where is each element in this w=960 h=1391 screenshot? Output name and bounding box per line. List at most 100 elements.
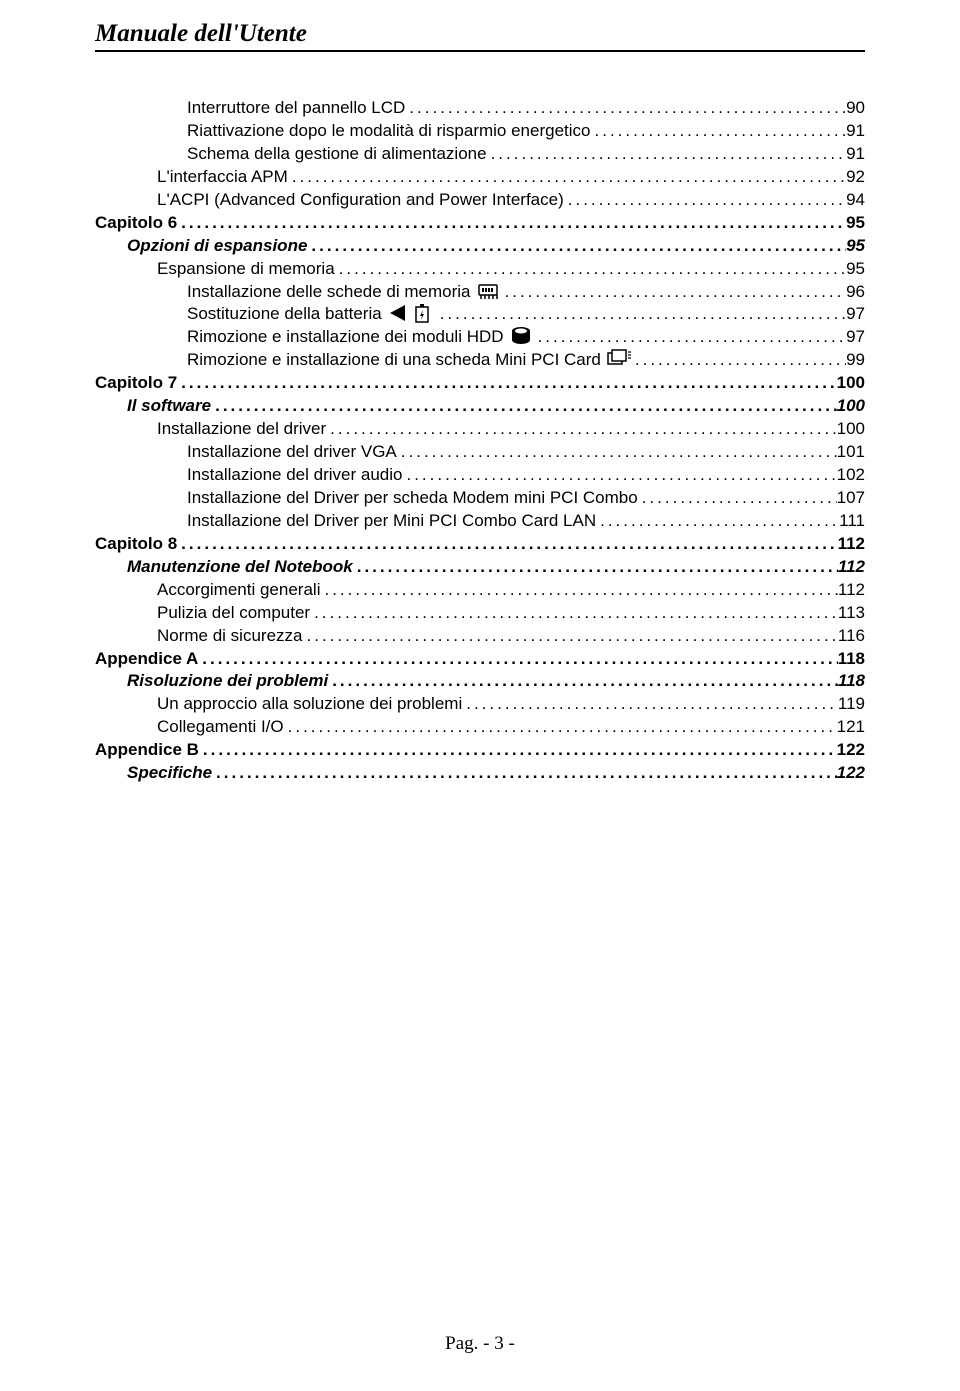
toc-entry: Rimozione e installazione di una scheda … [187, 349, 865, 372]
hdd-icon [510, 326, 534, 346]
toc-entry: Installazione del driver audio102 [187, 464, 865, 487]
toc-entry: Risoluzione dei problemi 118 [127, 670, 865, 693]
toc-leader [534, 326, 847, 349]
toc-label: L'ACPI (Advanced Configuration and Power… [157, 189, 564, 212]
toc-entry: Installazione del Driver per scheda Mode… [187, 487, 865, 510]
toc-label: Installazione delle schede di memoria [187, 281, 471, 304]
toc-label: Accorgimenti generali [157, 579, 320, 602]
toc-page: 113 [838, 602, 865, 625]
toc-page: 118 [838, 670, 865, 693]
pci-icon [607, 349, 631, 369]
toc-label: Appendice B [95, 739, 199, 762]
toc-page: 92 [846, 166, 865, 189]
toc-entry: Accorgimenti generali 112 [157, 579, 865, 602]
toc-page: 91 [846, 120, 865, 143]
toc-entry: Un approccio alla soluzione dei problemi… [157, 693, 865, 716]
footer-prefix: Pag. [445, 1333, 478, 1354]
toc-entry: Sostituzione della batteria 97 [187, 303, 865, 326]
page-footer: Pag. - 3 - [0, 1333, 960, 1355]
toc-entry: Espansione di memoria 95 [157, 258, 865, 281]
toc-entry: Interruttore del pannello LCD 90 [187, 97, 865, 120]
toc-page: 116 [838, 625, 865, 648]
toc-entry: Appendice A118 [95, 648, 865, 671]
toc-page: 100 [837, 418, 865, 441]
toc-label: Capitolo 7 [95, 372, 177, 395]
toc-leader [177, 212, 846, 235]
toc-entry: Specifiche122 [127, 762, 865, 785]
toc-page: 97 [846, 326, 865, 349]
toc-label: Sostituzione della batteria [187, 303, 382, 326]
footer-number: - 3 - [478, 1333, 514, 1354]
toc-page: 97 [846, 303, 865, 326]
toc-leader [320, 579, 837, 602]
toc-entry: Opzioni di espansione95 [127, 235, 865, 258]
toc-page: 91 [846, 143, 865, 166]
toc-leader [284, 716, 837, 739]
toc-leader [212, 762, 837, 785]
toc-entry: Capitolo 8112 [95, 533, 865, 556]
toc-label: Collegamenti I/O [157, 716, 284, 739]
toc-page: 100 [837, 372, 865, 395]
toc-page: 121 [837, 716, 865, 739]
toc-leader [211, 395, 837, 418]
toc-label: Un approccio alla soluzione dei problemi [157, 693, 462, 716]
toc-page: 112 [838, 579, 865, 602]
toc-label: Espansione di memoria [157, 258, 335, 281]
toc-icons [382, 303, 436, 326]
toc-label: L'interfaccia APM [157, 166, 288, 189]
toc-leader [405, 97, 846, 120]
toc-page: 95 [846, 258, 865, 281]
toc-entry: Norme di sicurezza 116 [157, 625, 865, 648]
toc-leader [310, 602, 838, 625]
toc-entry: Installazione del Driver per Mini PCI Co… [187, 510, 865, 533]
toc-page: 90 [846, 97, 865, 120]
toc-entry: Riattivazione dopo le modalità di rispar… [187, 120, 865, 143]
toc-leader [487, 143, 847, 166]
toc-label: Pulizia del computer [157, 602, 310, 625]
toc-label: Rimozione e installazione di una scheda … [187, 349, 601, 372]
toc-leader [596, 510, 839, 533]
toc-page: 119 [838, 693, 865, 716]
toc-leader [303, 625, 838, 648]
toc-leader [177, 533, 837, 556]
toc-entry: Schema della gestione di alimentazione91 [187, 143, 865, 166]
toc-leader [199, 739, 837, 762]
memory-icon [477, 281, 501, 301]
toc-entry: Manutenzione del Notebook 112 [127, 556, 865, 579]
triangle-icon [388, 303, 412, 323]
toc-entry: Rimozione e installazione dei moduli HDD… [187, 326, 865, 349]
page-header: Manuale dell'Utente [95, 20, 865, 52]
toc-label: Manutenzione del Notebook [127, 556, 353, 579]
toc-leader [353, 556, 838, 579]
toc-icons [601, 349, 631, 372]
toc-page: 100 [837, 395, 865, 418]
toc-entry: Installazione del driver VGA101 [187, 441, 865, 464]
toc-page: 112 [838, 556, 865, 579]
toc-label: Interruttore del pannello LCD [187, 97, 405, 120]
toc-leader [591, 120, 847, 143]
toc-leader [564, 189, 846, 212]
toc-entry: Installazione delle schede di memoria 96 [187, 281, 865, 304]
toc-leader [307, 235, 846, 258]
toc-entry: L'ACPI (Advanced Configuration and Power… [157, 189, 865, 212]
toc-page: 101 [837, 441, 865, 464]
toc-page: 96 [846, 281, 865, 304]
toc-label: Norme di sicurezza [157, 625, 303, 648]
toc-icons [471, 281, 501, 304]
toc-page: 122 [837, 739, 865, 762]
toc-page: 111 [839, 510, 865, 533]
toc-label: Installazione del Driver per scheda Mode… [187, 487, 638, 510]
toc-label: Installazione del Driver per Mini PCI Co… [187, 510, 596, 533]
toc-entry: Collegamenti I/O 121 [157, 716, 865, 739]
toc-page: 102 [837, 464, 865, 487]
toc-leader [328, 670, 838, 693]
toc-leader [288, 166, 846, 189]
toc-page: 112 [838, 533, 865, 556]
table-of-contents: Interruttore del pannello LCD 90Riattivaz… [95, 97, 865, 785]
toc-label: Risoluzione dei problemi [127, 670, 328, 693]
toc-leader [198, 648, 837, 671]
toc-label: Installazione del driver [157, 418, 326, 441]
toc-leader [397, 441, 837, 464]
toc-label: Rimozione e installazione dei moduli HDD [187, 326, 504, 349]
toc-label: Opzioni di espansione [127, 235, 307, 258]
